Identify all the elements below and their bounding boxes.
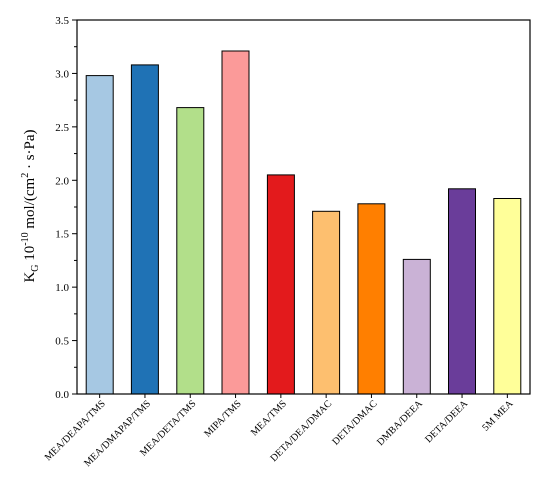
x-tick-label-4: MIPA/TMS <box>202 398 243 439</box>
y-title-unit-end: · s·Pa) <box>22 129 38 172</box>
y-title-sup: -10 <box>20 232 31 245</box>
y-tick-label-8: 3.5 <box>55 15 69 27</box>
y-tick-label-4: 1.5 <box>55 229 69 241</box>
bar-6 <box>312 210 341 395</box>
y-title-unit: mol/(cm <box>22 177 38 232</box>
bar-5 <box>266 174 295 395</box>
y-tick-label-2: 0.5 <box>55 336 69 348</box>
y-tick-label-1: 0.0 <box>55 389 69 401</box>
bar-7 <box>357 203 386 395</box>
bar-9 <box>448 188 476 395</box>
bar-3 <box>176 107 205 395</box>
x-tick-label-8: DMBA/DEEA <box>375 398 425 448</box>
bar-1 <box>85 75 114 395</box>
y-axis-title: KG 10-10 mol/(cm2 · s·Pa) <box>20 129 41 282</box>
y-title-base: K <box>22 272 38 283</box>
y-tick-label-7: 3.0 <box>55 68 69 80</box>
y-title-unit-sup: 2 <box>20 173 31 178</box>
y-tick-label-5: 2.0 <box>55 175 69 187</box>
bar-8 <box>402 258 431 395</box>
bar-4 <box>221 50 250 395</box>
x-tick-label-7: DETA/DMAC <box>330 398 379 447</box>
y-title-sub: G <box>30 264 41 271</box>
x-tick-label-10: 5M MEA <box>480 398 516 434</box>
bar-2 <box>130 64 159 395</box>
y-tick-label-3: 1.0 <box>55 282 69 294</box>
y-title-mid: 10 <box>22 246 38 265</box>
y-tick-label-6: 2.5 <box>55 122 69 134</box>
bar-10 <box>493 198 522 395</box>
x-tick-label-5: MEA/TMS <box>249 398 289 438</box>
x-tick-label-9: DETA/DEEA <box>423 398 470 445</box>
plot-area: 0.00.51.01.52.02.53.03.5MEA/DEAPA/TMSMEA… <box>43 15 531 469</box>
